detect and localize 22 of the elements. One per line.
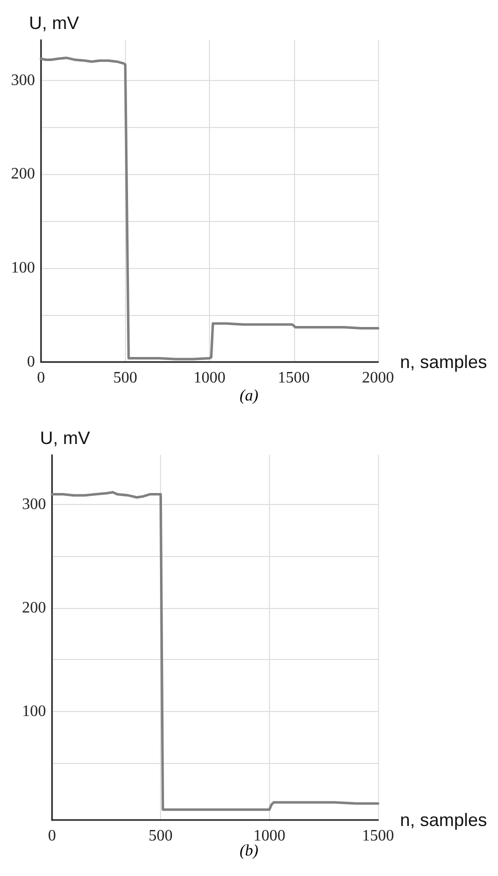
x-axis-title: n, samples [400, 810, 488, 830]
x-axis-title: n, samples [400, 352, 488, 372]
y-tick-label: 100 [22, 702, 46, 720]
line-series [40, 56, 380, 360]
x-tick-label: 500 [148, 828, 173, 844]
y-tick-label: 300 [22, 496, 46, 514]
x-tick-label: 1000 [253, 828, 286, 844]
x-tick-label: 1000 [194, 370, 226, 386]
x-tick-label: 1500 [362, 828, 394, 844]
y-axis-title: U, mV [29, 13, 80, 33]
y-tick-label: 200 [11, 166, 35, 183]
y-axis-title: U, mV [40, 428, 90, 448]
line-series [50, 490, 380, 811]
y-tick-label: 0 [27, 354, 35, 370]
y-tick-label: 100 [11, 260, 35, 277]
text: (b) [240, 842, 258, 860]
x-tick-label: 1500 [278, 370, 310, 386]
x-tick-label: 2000 [362, 370, 394, 386]
y-tick-label: 200 [22, 600, 46, 617]
text: (a) [240, 388, 258, 404]
y-tick-label: 300 [11, 72, 35, 89]
x-tick-label: 500 [113, 370, 138, 386]
